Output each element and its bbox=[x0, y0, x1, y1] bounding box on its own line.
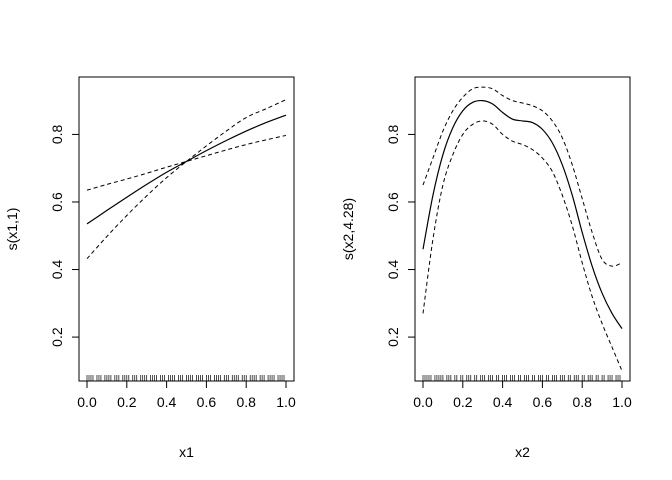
confidence-band-line bbox=[86, 99, 287, 260]
x-axis-label: x2 bbox=[515, 444, 530, 460]
panel-s-x2: 0.0 0.2 0.4 0.6 0.8 1.0 0.2 0.4 0.6 0.8 x2 s(x2,4.2… bbox=[340, 76, 632, 460]
y-tick-label: 0.8 bbox=[49, 124, 65, 144]
y-tick-label: 0.6 bbox=[49, 192, 65, 212]
y-tick-label: 0.4 bbox=[385, 260, 401, 280]
y-axis-label: s(x2,4.28) bbox=[340, 198, 356, 260]
panel-s-x1: 0.0 0.2 0.4 0.6 0.8 1.0 0.2 0.4 0.6 0.8 x1 s(x1,1) bbox=[4, 76, 296, 460]
y-axis-label: s(x1,1) bbox=[4, 208, 20, 251]
x-tick-label: 0.2 bbox=[453, 394, 473, 410]
plot-frame bbox=[78, 76, 295, 382]
confidence-band-line bbox=[422, 86, 623, 267]
confidence-band-line bbox=[86, 134, 287, 191]
x-tick-label: 0.2 bbox=[117, 394, 137, 410]
smooth-fit-line bbox=[422, 99, 623, 329]
x-tick-label: 0.0 bbox=[413, 394, 433, 410]
x-tick-label: 1.0 bbox=[276, 394, 296, 410]
x-tick-label: 0.4 bbox=[157, 394, 177, 410]
x-tick-label: 0.8 bbox=[236, 394, 256, 410]
x-tick-label: 0.4 bbox=[493, 394, 513, 410]
smooth-fit-line bbox=[86, 114, 287, 225]
x-tick-label: 0.6 bbox=[197, 394, 217, 410]
x-tick-label: 0.8 bbox=[572, 394, 592, 410]
y-tick-label: 0.6 bbox=[385, 192, 401, 212]
plot-frame bbox=[414, 76, 631, 382]
y-tick-label: 0.2 bbox=[49, 327, 65, 347]
y-tick-label: 0.4 bbox=[49, 260, 65, 280]
confidence-band-line bbox=[422, 120, 623, 372]
x-tick-label: 0.0 bbox=[77, 394, 97, 410]
y-tick-label: 0.8 bbox=[385, 124, 401, 144]
x-axis-label: x1 bbox=[179, 444, 194, 460]
x-tick-label: 0.6 bbox=[533, 394, 553, 410]
y-tick-label: 0.2 bbox=[385, 327, 401, 347]
x-tick-label: 1.0 bbox=[612, 394, 632, 410]
